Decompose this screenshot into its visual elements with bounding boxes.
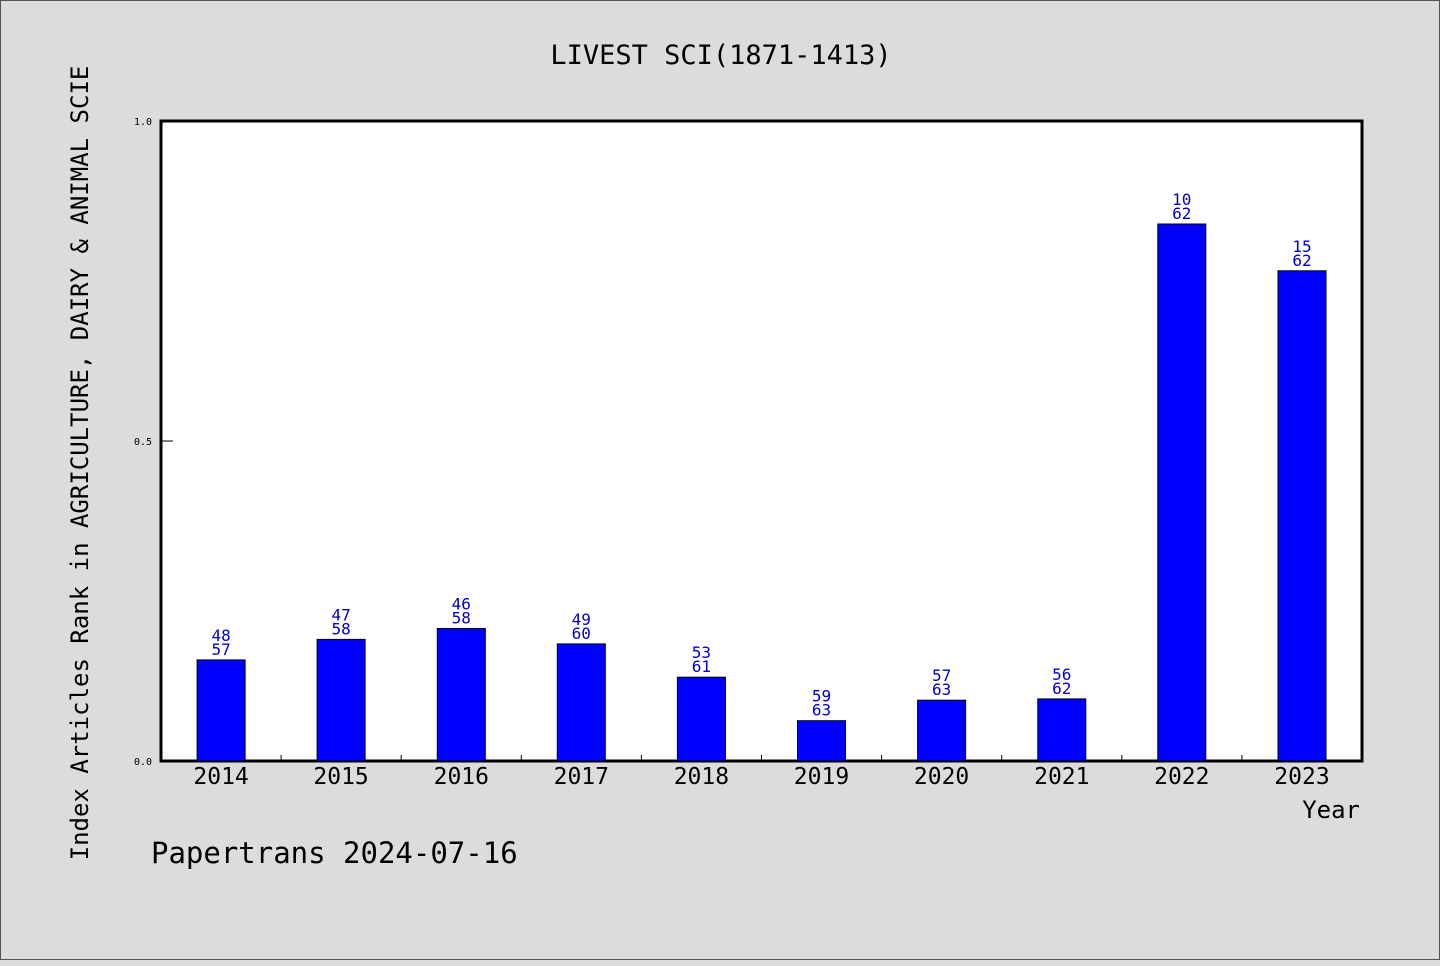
bar-rank-label-2022: 10 bbox=[1172, 190, 1191, 209]
y-tick-label-1.0: 1.0 bbox=[134, 117, 152, 128]
x-ticks-group: 2014 2015 2016 2017 2018 2019 2020 2021 2022 2023 bbox=[193, 755, 1330, 790]
x-tick-label-2023: 2023 bbox=[1274, 764, 1329, 790]
bar-2020 bbox=[917, 699, 967, 762]
x-tick-label-2015: 2015 bbox=[313, 764, 368, 790]
bar-total-label-2016: 58 bbox=[452, 609, 471, 628]
bar-2015 bbox=[316, 638, 366, 762]
x-tick-label-2021: 2021 bbox=[1034, 764, 1089, 790]
chart-title: LIVEST SCI(1871-1413) bbox=[550, 40, 891, 71]
bar-2019 bbox=[797, 720, 846, 762]
y-tick-label-0.0: 0.0 bbox=[134, 757, 152, 768]
bar-2016 bbox=[436, 628, 486, 762]
bar-total-label-2018: 61 bbox=[692, 657, 711, 676]
x-tick-label-2022: 2022 bbox=[1154, 764, 1209, 790]
x-tick-label-2020: 2020 bbox=[914, 764, 969, 790]
bar-total-label-2015: 58 bbox=[331, 619, 350, 638]
bar-total-label-2021: 62 bbox=[1052, 679, 1071, 698]
bar-total-label-2023: 62 bbox=[1292, 251, 1311, 270]
x-tick-label-2014: 2014 bbox=[193, 764, 248, 790]
bar-2017 bbox=[556, 643, 606, 762]
x-tick-label-2017: 2017 bbox=[554, 764, 609, 790]
bar-rank-label-2014: 48 bbox=[211, 626, 230, 645]
bar-rank-label-2018: 53 bbox=[692, 643, 711, 662]
footer-text: Papertrans 2024-07-16 bbox=[151, 836, 518, 870]
bar-total-label-2020: 63 bbox=[932, 680, 951, 699]
y-axis-label: Index Articles Rank in AGRICULTURE, DAIR… bbox=[66, 66, 94, 861]
x-tick-label-2019: 2019 bbox=[794, 764, 849, 790]
bar-2018 bbox=[676, 676, 726, 762]
bar-rank-label-2019: 59 bbox=[812, 687, 831, 706]
bar-rank-label-2023: 15 bbox=[1292, 237, 1311, 256]
bar-rank-label-2017: 49 bbox=[572, 610, 591, 629]
bar-2022 bbox=[1157, 223, 1207, 762]
y-tick-label-0.5: 0.5 bbox=[134, 437, 152, 448]
bar-2014 bbox=[196, 659, 246, 762]
bar-rank-label-2016: 46 bbox=[452, 595, 471, 614]
bar-rank-label-2021: 56 bbox=[1052, 665, 1071, 684]
bar-2021 bbox=[1037, 698, 1087, 762]
bar-total-label-2017: 60 bbox=[572, 624, 591, 643]
x-axis-label: Year bbox=[1302, 796, 1360, 824]
bar-total-label-2022: 62 bbox=[1172, 204, 1191, 223]
bar-rank-label-2015: 47 bbox=[331, 605, 350, 624]
bar-rank-label-2020: 57 bbox=[932, 666, 951, 685]
bar-total-label-2014: 57 bbox=[211, 640, 230, 659]
bar-total-label-2019: 63 bbox=[812, 701, 831, 720]
x-tick-label-2016: 2016 bbox=[434, 764, 489, 790]
bar-2023 bbox=[1277, 270, 1327, 762]
y-ticks-group: 0.0 0.5 1.0 bbox=[134, 117, 173, 768]
x-tick-label-2018: 2018 bbox=[674, 764, 729, 790]
